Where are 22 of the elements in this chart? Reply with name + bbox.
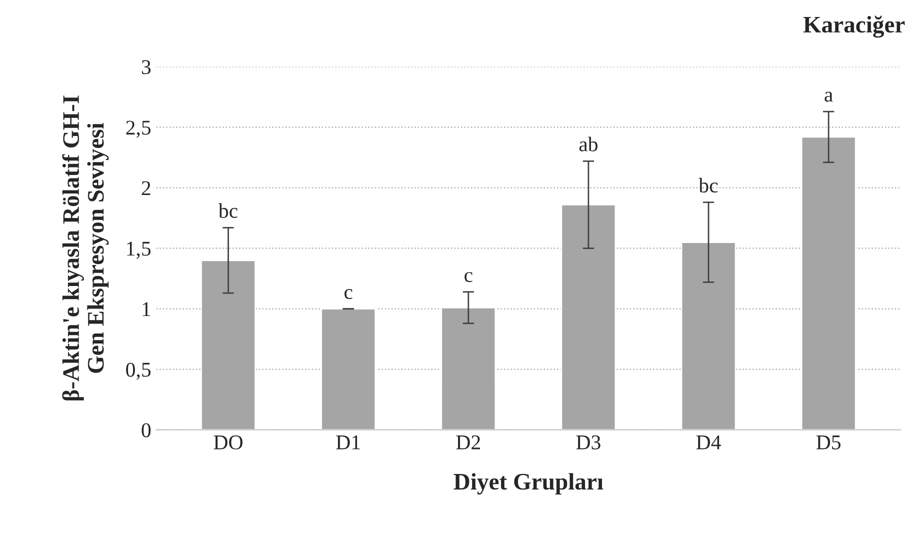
y-tick-label: 0,5 [126,362,151,380]
x-axis-title: Diyet Grupları [454,473,604,495]
y-tick-label: 2 [142,181,150,196]
annotation: bc [698,178,718,193]
annotation: c [344,289,352,300]
x-tick-label: D2 [456,435,480,450]
x-tick-label: D4 [696,435,721,450]
y-tick-label: 1,5 [127,242,151,259]
y-tick-label: 1 [142,302,150,316]
y-axis-title: β-Aktin'e kıyasla Rölatif GH-I Gen Ekspresyon Seviyesi [62,96,109,400]
y-tick-label: 0 [142,423,151,438]
annotation: ab [579,136,598,152]
y-tick-label: 2,5 [126,120,151,138]
annotation: a [824,92,833,102]
x-tick-label: D3 [576,435,600,450]
annotation: c [464,272,472,282]
x-tick-label: DO [214,435,242,450]
y-tick-label: 3 [142,60,151,74]
x-tick-label: D5 [816,436,840,450]
annotation: bc [218,203,238,218]
chart-title: Karaciğer [803,16,905,38]
x-tick-label: D1 [336,435,360,450]
